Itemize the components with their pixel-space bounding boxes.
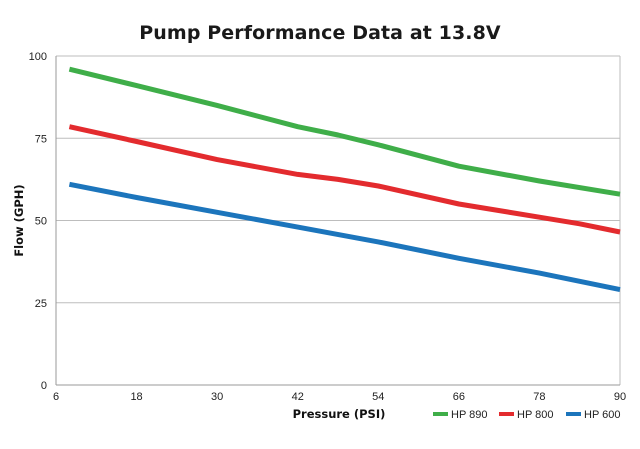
y-tick-label-75: 75 [35, 133, 47, 145]
x-tick-label-6: 6 [53, 391, 59, 403]
x-tick-label-66: 66 [453, 391, 465, 403]
x-tick-label-18: 18 [130, 391, 142, 403]
x-tick-label-54: 54 [372, 391, 384, 403]
y-tick-label-50: 50 [35, 216, 47, 228]
grid-layer [56, 55, 620, 304]
series-layer [68, 66, 621, 293]
x-axis-title: Pressure (PSI) [293, 407, 386, 421]
x-tick-label-90: 90 [614, 391, 626, 403]
series-line-hp-600 [68, 181, 621, 293]
series-line-hp-800 [68, 124, 621, 235]
series-line-hp-890 [68, 66, 621, 197]
x-tick-label-42: 42 [292, 391, 304, 403]
legend-label-hp-800: HP 800 [517, 409, 554, 421]
y-tick-label-0: 0 [41, 380, 47, 392]
legend: HP 890 HP 800 HP 600 [433, 409, 621, 421]
y-axis-title: Flow (GPH) [12, 184, 26, 256]
chart-title: Pump Performance Data at 13.8V [139, 22, 501, 44]
x-tick-label-78: 78 [533, 391, 545, 403]
y-tick-label-100: 100 [29, 51, 47, 63]
y-tick-label-25: 25 [35, 298, 47, 310]
legend-label-hp-600: HP 600 [584, 409, 621, 421]
axis-layer: 0 25 50 75 100 6 18 30 42 54 66 78 90 Pressure (PSI) F… [12, 51, 626, 421]
legend-label-hp-890: HP 890 [451, 409, 488, 421]
x-tick-label-30: 30 [211, 391, 223, 403]
